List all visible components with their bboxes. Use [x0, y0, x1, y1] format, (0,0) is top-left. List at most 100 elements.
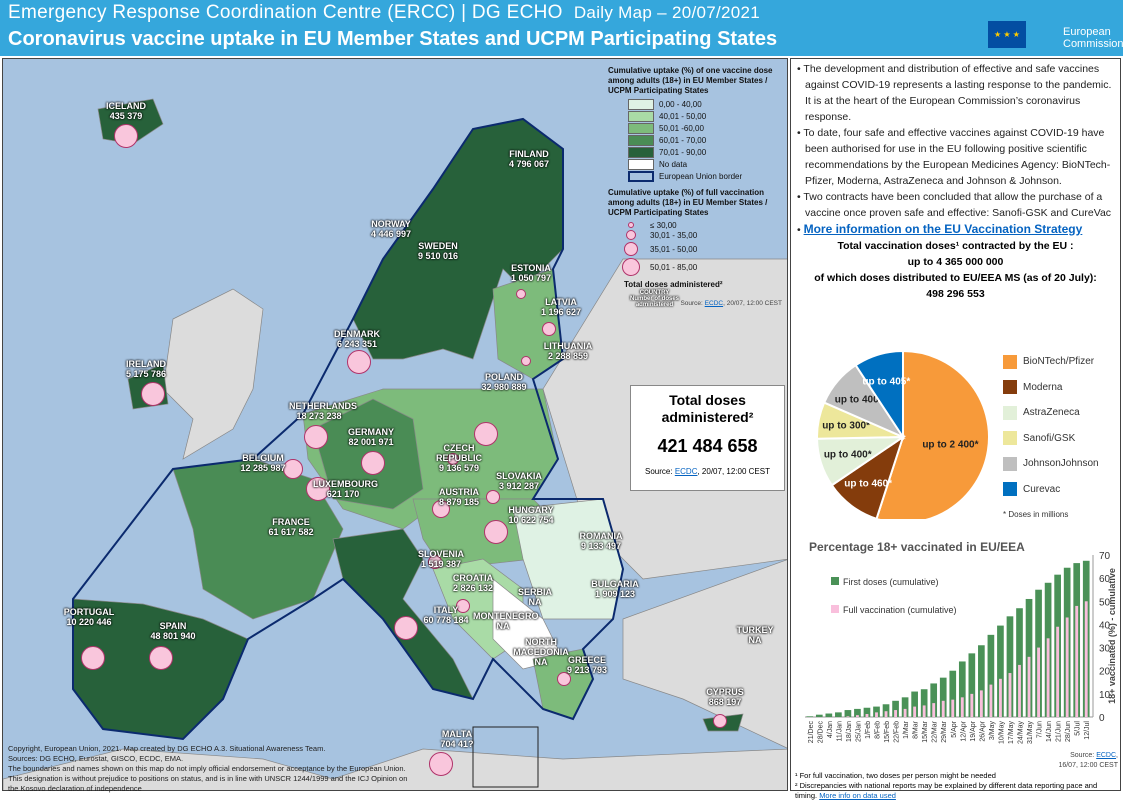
full-vaccination-circle[interactable] [474, 422, 498, 446]
pie-legend-label: BioNTech/Pfizer [1023, 356, 1095, 368]
full-vaccination-circle[interactable] [114, 124, 138, 148]
bar-first-dose[interactable] [844, 710, 852, 717]
bar-first-dose[interactable] [920, 689, 928, 717]
europe-map[interactable]: ICELAND 435 379 FINLAND 4 796 067 NORWAY 4 44… [2, 58, 788, 791]
full-vaccination-circle[interactable] [428, 555, 442, 569]
full-vaccination-circle[interactable] [521, 356, 531, 366]
full-vaccination-circle[interactable] [394, 616, 418, 640]
country-name: DENMARK [334, 329, 380, 339]
legend-circle-icon [624, 242, 638, 256]
bar-full-vaccination[interactable] [1056, 626, 1060, 717]
country-doses: 60 778 184 [423, 615, 469, 625]
contracted-title: Total vaccination doses¹ contracted by t… [837, 240, 1074, 252]
bar-first-dose[interactable] [854, 708, 861, 717]
bar-first-dose[interactable] [997, 625, 1004, 717]
full-vaccination-circle[interactable] [429, 752, 453, 776]
bar-full-vaccination[interactable] [970, 693, 974, 717]
full-vaccination-circle[interactable] [149, 646, 173, 670]
full-vaccination-circle[interactable] [361, 451, 385, 475]
bar-first-dose[interactable] [978, 645, 985, 717]
bar-full-vaccination[interactable] [979, 690, 983, 717]
bar-full-vaccination[interactable] [1037, 647, 1040, 717]
bar-full-vaccination[interactable] [1065, 617, 1069, 717]
full-vaccination-circle[interactable] [713, 714, 727, 728]
bar-first-dose[interactable] [1006, 616, 1014, 717]
full-vaccination-circle[interactable] [81, 646, 105, 670]
bar-full-vaccination[interactable] [856, 715, 859, 717]
bar-ecdc-link[interactable]: ECDC [1096, 752, 1117, 759]
country-label: ESTONIA 1 050 797 [501, 263, 561, 283]
country-name: FINLAND [509, 149, 549, 159]
bar-legend-label: Full vaccination (cumulative) [843, 605, 957, 615]
bar-full-vaccination[interactable] [1084, 601, 1088, 717]
country-doses: 1 050 797 [510, 273, 552, 283]
total-ecdc-link[interactable]: ECDC [674, 467, 698, 476]
bar-full-vaccination[interactable] [865, 713, 869, 717]
bar-full-vaccination[interactable] [1018, 664, 1021, 717]
x-tick-label: 31/May [1027, 721, 1034, 744]
country-doses: 48 801 940 [150, 631, 196, 641]
bar-full-vaccination[interactable] [932, 703, 936, 717]
country-label: SLOVAKIA 3 912 287 [489, 471, 549, 491]
header: Emergency Response Coordination Centre (… [0, 0, 1123, 56]
full-vaccination-circle[interactable] [542, 322, 556, 336]
bar-first-dose[interactable] [835, 712, 842, 717]
full-vaccination-circle[interactable] [486, 490, 500, 504]
bar-first-dose[interactable] [987, 634, 995, 717]
bar-full-vaccination[interactable] [894, 710, 897, 717]
x-tick-label: 28/Dec [817, 721, 824, 744]
bar-full-vaccination[interactable] [1027, 656, 1031, 717]
legend-circle-label: ≤ 30,00 [650, 220, 677, 230]
bar-full-vaccination[interactable] [951, 699, 955, 717]
bar-first-dose[interactable] [939, 677, 947, 717]
bar-full-vaccination[interactable] [884, 711, 888, 717]
legend-ecdc-link[interactable]: ECDC [704, 300, 724, 307]
full-vaccination-circle[interactable] [447, 453, 459, 465]
data-info-link[interactable]: More info on data used [819, 791, 896, 800]
pie-slice-biontechpfizer[interactable] [875, 349, 990, 519]
bar-full-vaccination[interactable] [1008, 673, 1012, 717]
full-vaccination-circle[interactable] [557, 672, 571, 686]
full-vaccination-circle[interactable] [456, 599, 470, 613]
bar-full-vaccination[interactable] [1046, 638, 1050, 717]
bar-first-dose[interactable] [958, 661, 966, 717]
bar-first-dose[interactable] [930, 683, 938, 717]
bar-full-vaccination[interactable] [960, 697, 964, 717]
y-tick-label: 60 [1099, 574, 1111, 585]
bar-full-vaccination[interactable] [846, 716, 850, 717]
bar-full-vaccination[interactable] [941, 700, 945, 717]
full-vaccination-circle[interactable] [304, 425, 328, 449]
bar-first-dose[interactable] [892, 700, 899, 717]
bar-first-dose[interactable] [863, 707, 871, 717]
bar-first-dose[interactable] [815, 714, 823, 717]
full-vaccination-circle[interactable] [347, 350, 371, 374]
info-panel: The development and distribution of effe… [790, 58, 1121, 800]
bar-first-dose[interactable] [968, 653, 976, 717]
bar-first-dose[interactable] [901, 697, 909, 717]
pie-slice-label: up to 2 400* [922, 439, 978, 450]
vaccination-strategy-link[interactable]: More information on the EU Vaccination S… [803, 222, 1083, 236]
bar-first-dose[interactable] [911, 691, 918, 717]
bar-full-vaccination[interactable] [875, 712, 878, 717]
bar-first-dose[interactable] [882, 704, 890, 717]
bar-first-dose[interactable] [873, 706, 880, 717]
bar-first-dose[interactable] [825, 713, 833, 717]
full-vaccination-circle[interactable] [283, 459, 303, 479]
x-tick-label: 22/Mar [932, 720, 939, 742]
full-vaccination-circle[interactable] [141, 382, 165, 406]
bar-full-vaccination[interactable] [922, 705, 926, 717]
bar-full-vaccination[interactable] [913, 706, 917, 717]
full-vaccination-circle[interactable] [306, 477, 330, 501]
bar-full-vaccination[interactable] [989, 684, 993, 717]
bar-first-dose[interactable] [806, 716, 814, 717]
full-vaccination-circle[interactable] [484, 520, 508, 544]
bar-full-vaccination[interactable] [999, 678, 1002, 717]
bar-first-dose[interactable] [1016, 608, 1023, 717]
bar-full-vaccination[interactable] [903, 708, 907, 717]
bar-first-dose[interactable] [949, 670, 957, 717]
bar-full-vaccination[interactable] [1075, 605, 1079, 717]
full-vaccination-circle[interactable] [516, 289, 526, 299]
full-vaccination-circle[interactable] [432, 500, 450, 518]
legend-circle-icon [626, 230, 636, 240]
pie-slice-curevac[interactable] [854, 349, 904, 441]
